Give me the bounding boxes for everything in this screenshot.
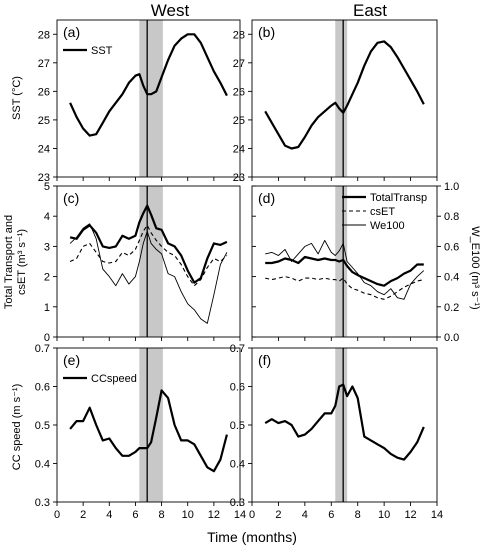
y-tick-label: 0.3 bbox=[35, 497, 50, 509]
y-tick-label: 0.4 bbox=[35, 459, 50, 471]
y2-tick-label: 0.6 bbox=[444, 241, 459, 253]
axes-frame bbox=[56, 185, 241, 338]
x-tick-label: 12 bbox=[404, 509, 416, 521]
y-tick-label: 23 bbox=[233, 172, 245, 184]
x-tick-label: 10 bbox=[378, 509, 390, 521]
column-title-east: East bbox=[353, 1, 387, 20]
y-tick-label: 28 bbox=[38, 29, 50, 41]
y-tick-label: 0.4 bbox=[230, 459, 245, 471]
y-tick-label: 0.5 bbox=[35, 420, 50, 432]
y-tick-label: 0.7 bbox=[230, 343, 245, 355]
series-line-sst bbox=[69, 33, 228, 137]
panel-label: (c) bbox=[63, 190, 79, 206]
y-tick-label: 28 bbox=[233, 29, 245, 41]
y-tick-label: 24 bbox=[233, 143, 245, 155]
shaded-band bbox=[335, 20, 348, 177]
ylabel-transport-line2: csET (m³ s⁻¹) bbox=[16, 229, 28, 295]
y-tick-label: 2 bbox=[44, 272, 50, 284]
panel-b: 23 24 25 26 27 28 (b) bbox=[233, 19, 438, 184]
panel-e: 0 2 4 6 8 10 12 140.30.40.50.60.7(e)CCspeed bbox=[35, 343, 246, 521]
legend-label: CCspeed bbox=[91, 373, 137, 385]
x-tick-label: 8 bbox=[355, 509, 361, 521]
y-tick-label: 0.5 bbox=[230, 420, 245, 432]
ylabel-ccspeed: CC speed (m s⁻¹) bbox=[11, 384, 23, 471]
series-line-cset bbox=[69, 224, 228, 287]
panel-label: (a) bbox=[63, 24, 80, 40]
series-line-ccspeed bbox=[69, 389, 228, 473]
y-tick-label: 0 bbox=[44, 332, 50, 344]
axes-frame bbox=[251, 19, 438, 178]
panel-label: (b) bbox=[258, 24, 275, 40]
series-line-totaltransp bbox=[265, 255, 424, 287]
ylabel-transport-line1: Total Transport and bbox=[3, 215, 15, 309]
series-line-we100 bbox=[265, 239, 425, 300]
ylabel-sst: SST (°C) bbox=[11, 76, 23, 120]
x-tick-label: 2 bbox=[275, 509, 281, 521]
y-tick-label: 0.7 bbox=[35, 343, 50, 355]
series-line-sst bbox=[264, 40, 425, 150]
x-tick-label: 0 bbox=[54, 509, 60, 521]
panel-label: (e) bbox=[63, 352, 80, 368]
column-title-west: West bbox=[151, 1, 190, 20]
x-tick-label: 12 bbox=[208, 509, 220, 521]
y-tick-label: 27 bbox=[38, 58, 50, 70]
y-tick-label: 25 bbox=[38, 115, 50, 127]
y-tick-label: 25 bbox=[233, 115, 245, 127]
y-tick-label: 23 bbox=[38, 172, 50, 184]
x-tick-label: 10 bbox=[182, 509, 194, 521]
y-tick-label: 5 bbox=[44, 181, 50, 193]
panel-label: (d) bbox=[258, 190, 275, 206]
legend-label: We100 bbox=[370, 220, 405, 232]
series-line-ccspeed bbox=[264, 383, 425, 461]
axes-frame bbox=[56, 19, 241, 178]
shaded-band bbox=[139, 186, 163, 337]
series-line-we100 bbox=[69, 223, 228, 324]
y-tick-label: 24 bbox=[38, 143, 50, 155]
panel-label: (f) bbox=[258, 352, 271, 368]
panel-d: 0.0 0.2 0.4 0.6 0.8 1.0 (d) TotalTransp csET We10… bbox=[251, 181, 459, 344]
x-tick-label: 8 bbox=[159, 509, 165, 521]
y-tick-label: 26 bbox=[233, 86, 245, 98]
shaded-band bbox=[335, 348, 348, 502]
y-tick-label: 3 bbox=[44, 241, 50, 253]
shaded-band bbox=[139, 20, 163, 177]
axes-frame bbox=[251, 185, 438, 338]
y-tick-label: 0.3 bbox=[230, 497, 245, 509]
x-axis-label: Time (months) bbox=[207, 529, 297, 545]
x-tick-label: 14 bbox=[431, 509, 443, 521]
ylabel-we100: W_E100 (m³ s⁻¹) bbox=[469, 226, 481, 309]
y2-tick-label: 0.4 bbox=[444, 272, 459, 284]
x-tick-label: 2 bbox=[80, 509, 86, 521]
legend-label: csET bbox=[370, 206, 395, 218]
y-tick-label: 26 bbox=[38, 86, 50, 98]
y-tick-label: 1 bbox=[44, 302, 50, 314]
y-tick-label: 4 bbox=[44, 211, 50, 223]
y2-tick-label: 1.0 bbox=[444, 181, 459, 193]
panel-c: 0 1 2 3 4 5 (c) bbox=[44, 181, 241, 344]
series-line-cset bbox=[265, 276, 424, 300]
y2-tick-label: 0.0 bbox=[444, 332, 459, 344]
panel-a: 23 24 25 26 27 28 (a) SST bbox=[38, 19, 241, 184]
series-line-totaltransp bbox=[69, 204, 228, 284]
x-tick-label: 6 bbox=[328, 509, 334, 521]
panel-f: 0 2 4 6 8 10 12 140.30.40.50.60.7(f) bbox=[230, 343, 443, 521]
y2-tick-label: 0.2 bbox=[444, 302, 459, 314]
y-tick-label: 0.6 bbox=[230, 382, 245, 394]
y2-tick-label: 0.8 bbox=[444, 211, 459, 223]
x-tick-label: 4 bbox=[302, 509, 308, 521]
legend-label: SST bbox=[91, 45, 113, 57]
x-tick-label: 6 bbox=[132, 509, 138, 521]
shaded-band bbox=[139, 348, 163, 502]
legend-label: TotalTransp bbox=[370, 192, 427, 204]
x-tick-label: 4 bbox=[106, 509, 112, 521]
y-tick-label: 0.6 bbox=[35, 382, 50, 394]
y-tick-label: 27 bbox=[233, 58, 245, 70]
x-tick-label: 14 bbox=[234, 509, 246, 521]
x-tick-label: 0 bbox=[249, 509, 255, 521]
